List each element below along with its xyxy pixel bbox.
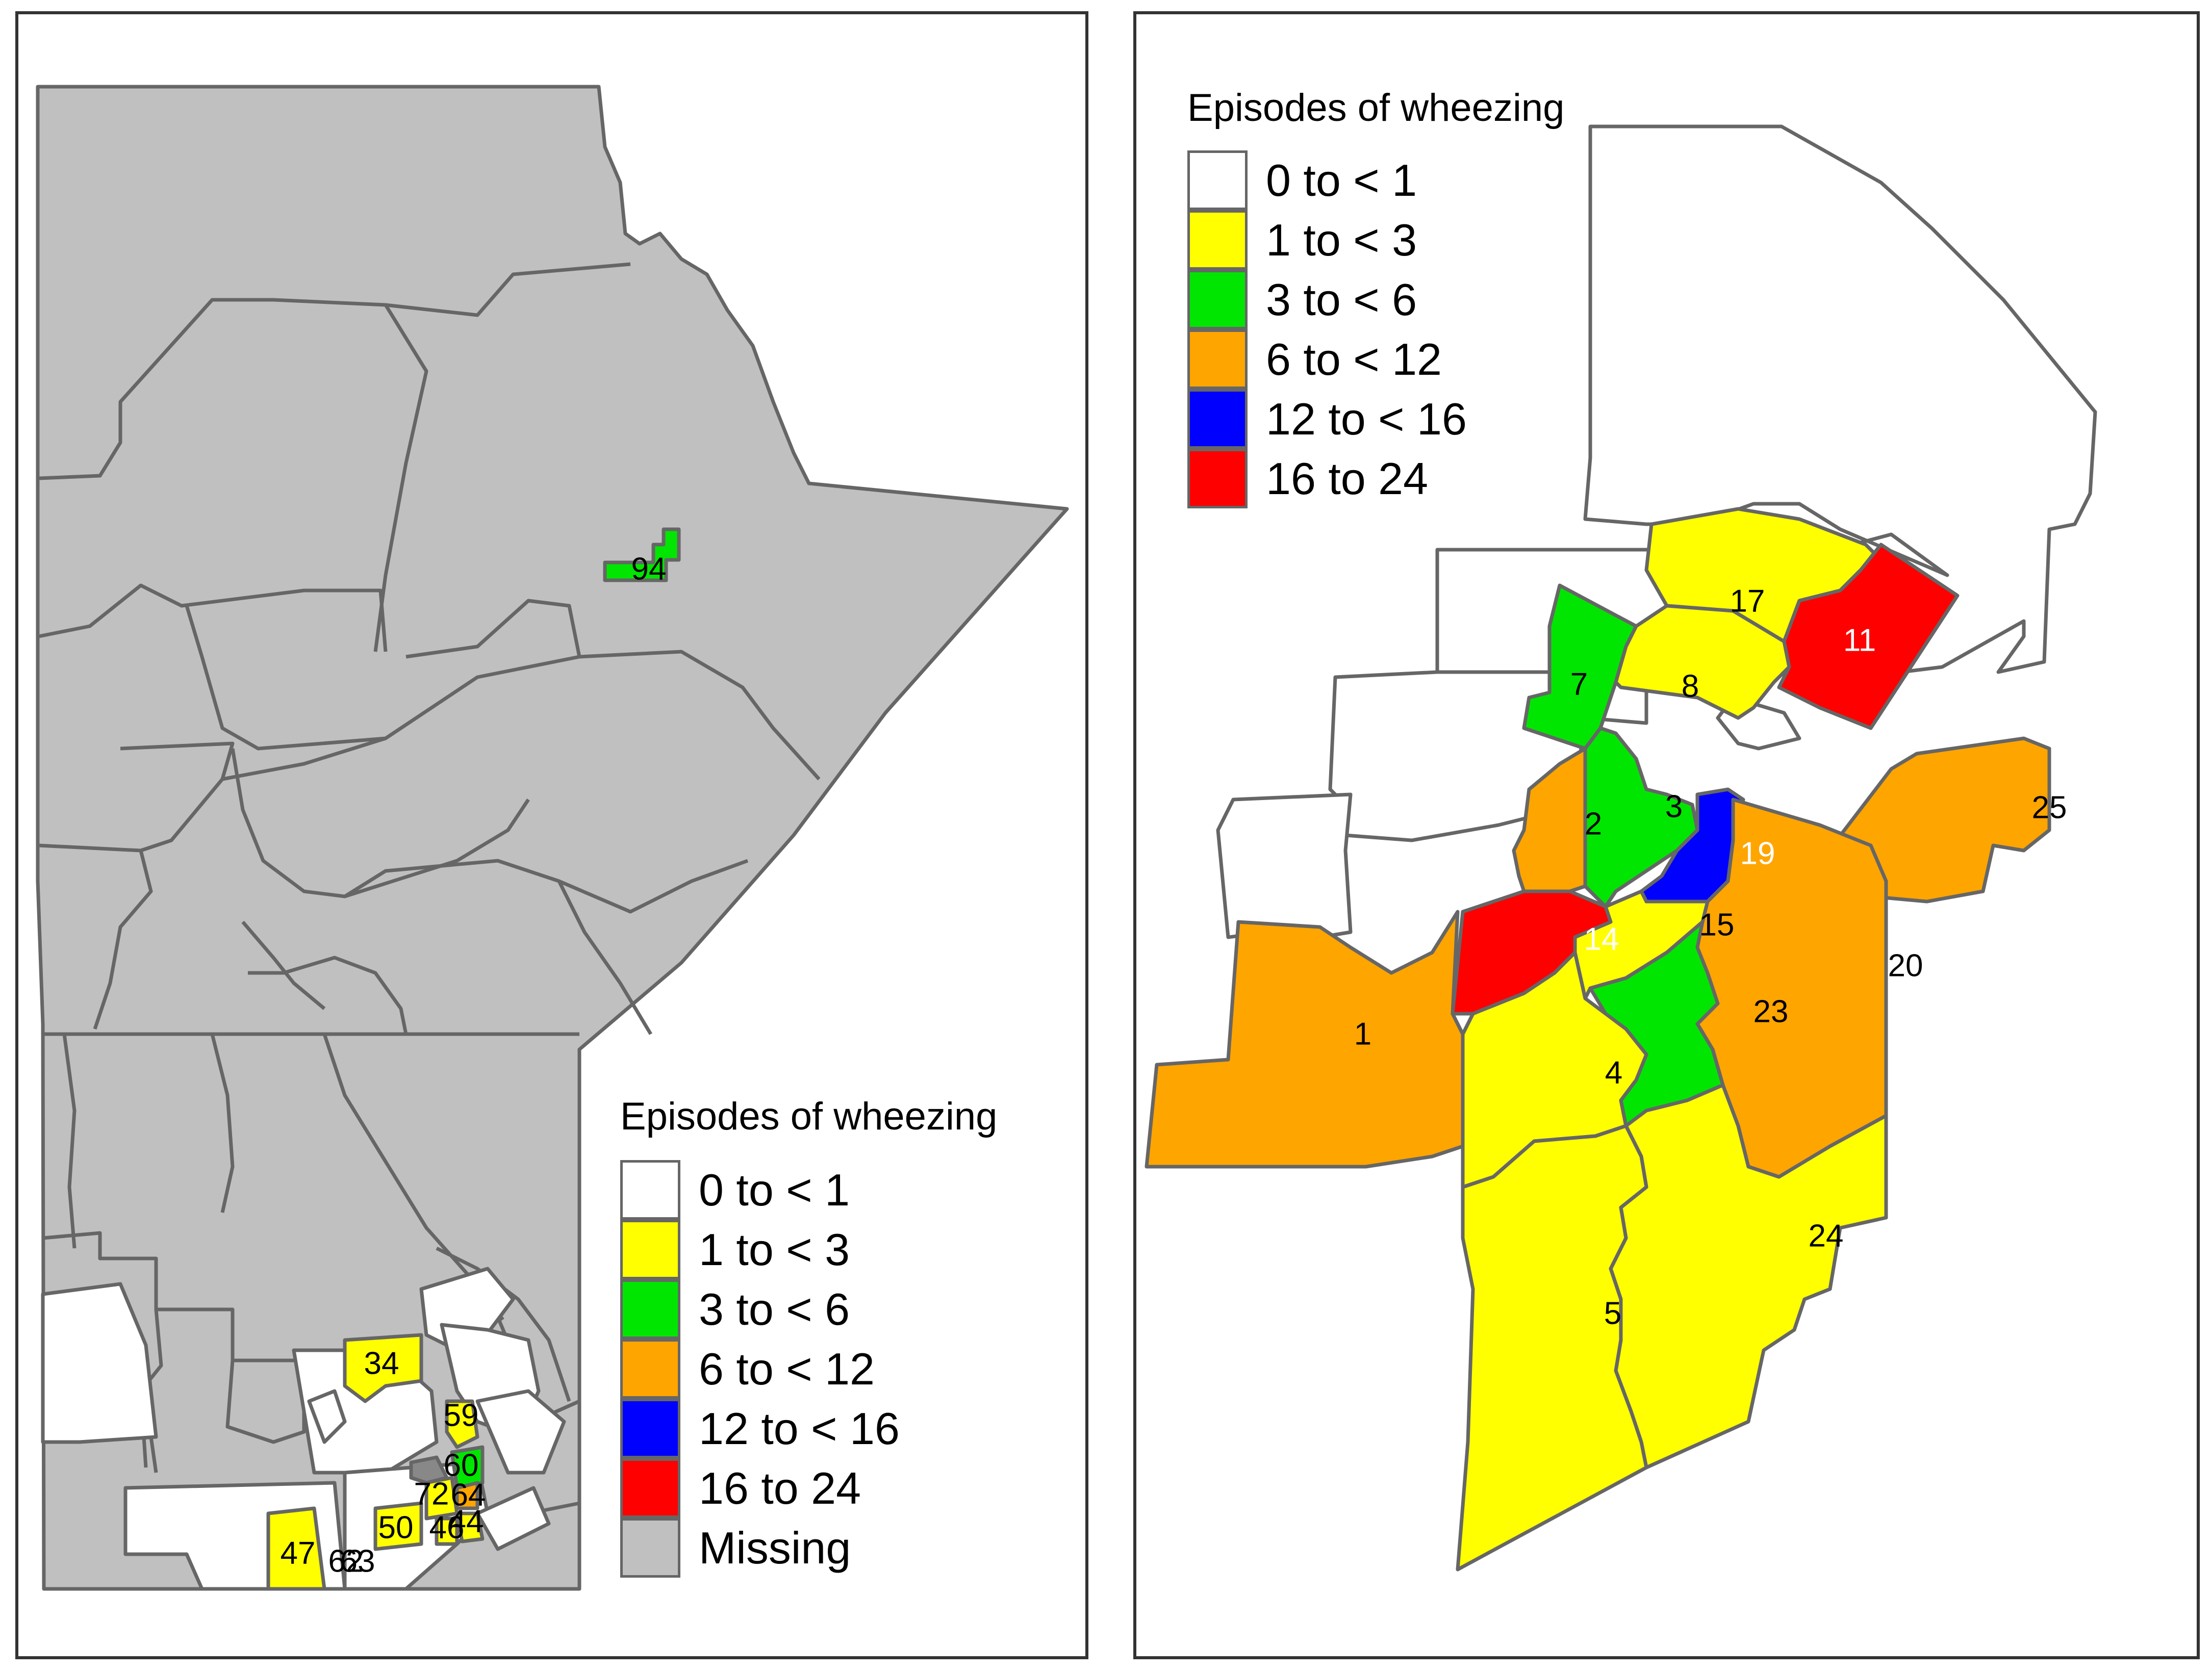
legend-swatch: [620, 1160, 680, 1220]
legend-swatch: [620, 1518, 680, 1578]
legend-label: 12 to < 16: [1266, 393, 1467, 444]
label-5: 5: [1604, 1296, 1621, 1331]
legend-item-2: 3 to < 6: [620, 1279, 997, 1339]
legend-label: 3 to < 6: [1266, 274, 1417, 325]
legend-swatch: [620, 1399, 680, 1458]
label-23: 23: [1753, 994, 1789, 1029]
legend-swatch: [1187, 389, 1248, 449]
district-4: [1461, 950, 1648, 1189]
district-5: [1456, 1124, 1648, 1572]
legend-swatch: [1187, 270, 1248, 329]
legend-swatch: [1187, 449, 1248, 508]
city-map-panel: 17 11 7 8 3 2 19 25 14 15 20 1 23 4 24 5…: [1133, 11, 2200, 1659]
district-47: [266, 1506, 326, 1591]
city-map: 17 11 7 8 3 2 19 25 14 15 20 1 23 4 24 5: [1145, 124, 2097, 1572]
legend-label: 16 to 24: [1266, 453, 1429, 504]
legend-item-5: 16 to 24: [620, 1458, 997, 1518]
legend-label: 0 to < 1: [1266, 155, 1417, 205]
label-63: 63: [340, 1544, 375, 1579]
legend-label: 6 to < 12: [1266, 333, 1442, 384]
label-1: 1: [1354, 1016, 1371, 1051]
legend-item-1: 1 to < 3: [1187, 210, 1564, 270]
label-3: 3: [1665, 789, 1683, 824]
district-94: [603, 527, 681, 582]
winnipeg-area: [409, 1455, 449, 1485]
legend-item-2: 3 to < 6: [1187, 270, 1564, 329]
legend-label: 12 to < 16: [699, 1403, 900, 1454]
legend-swatch: [620, 1279, 680, 1339]
district-44: [455, 1511, 485, 1544]
label-72: 72: [414, 1476, 449, 1511]
district-34: [343, 1333, 423, 1403]
legend-item-missing: Missing: [620, 1518, 997, 1578]
legend-swatch: [1187, 329, 1248, 389]
label-25: 25: [2032, 790, 2067, 825]
province-legend: Episodes of wheezing 0 to < 1 1 to < 3 3…: [620, 1094, 997, 1578]
legend-swatch: [1187, 210, 1248, 270]
legend-swatch: [620, 1220, 680, 1279]
legend-item-4: 12 to < 16: [1187, 389, 1564, 449]
label-14: 14: [1584, 921, 1619, 957]
legend-label: 16 to 24: [699, 1462, 861, 1513]
legend-swatch: [620, 1458, 680, 1518]
province-map-panel: 94 34 59 60 64 72 44 46 50 47 62 63 Epis…: [15, 11, 1088, 1659]
label-7: 7: [1570, 666, 1588, 702]
legend-item-3: 6 to < 12: [1187, 329, 1564, 389]
label-2: 2: [1585, 806, 1602, 841]
city-legend: Episodes of wheezing 0 to < 1 1 to < 3 3…: [1187, 86, 1564, 508]
legend-label: Missing: [699, 1522, 851, 1573]
label-34: 34: [364, 1346, 399, 1381]
legend-swatch: [1187, 150, 1248, 210]
label-62: 62: [328, 1544, 364, 1579]
legend-label: 0 to < 1: [699, 1164, 850, 1215]
label-4: 4: [1605, 1055, 1622, 1090]
legend-item-4: 12 to < 16: [620, 1399, 997, 1458]
label-46: 46: [429, 1510, 465, 1545]
label-19: 19: [1740, 836, 1775, 871]
label-11: 11: [1843, 623, 1876, 658]
district-46: [435, 1516, 459, 1546]
district-1: [1145, 910, 1465, 1169]
legend-item-3: 6 to < 12: [620, 1339, 997, 1399]
province-outline: [36, 85, 1069, 1591]
legend-item-0: 0 to < 1: [620, 1160, 997, 1220]
province-map: 94 34 59 60 64 72 44 46 50 47 62 63: [36, 85, 1069, 1591]
legend-swatch: [620, 1339, 680, 1399]
label-94: 94: [631, 551, 667, 586]
label-64: 64: [451, 1477, 486, 1512]
label-20: 20: [1888, 948, 1923, 983]
legend-label: 1 to < 3: [699, 1224, 850, 1275]
district-60: [450, 1445, 485, 1490]
label-44: 44: [449, 1504, 484, 1539]
label-15: 15: [1699, 907, 1735, 942]
label-47: 47: [281, 1535, 316, 1571]
legend-item-5: 16 to 24: [1187, 449, 1564, 508]
label-59: 59: [444, 1398, 479, 1433]
legend-label: 6 to < 12: [699, 1343, 875, 1394]
label-8: 8: [1682, 668, 1699, 704]
legend-item-1: 1 to < 3: [620, 1220, 997, 1279]
label-24: 24: [1809, 1218, 1844, 1253]
label-60: 60: [444, 1448, 479, 1483]
legend-label: 3 to < 6: [699, 1283, 850, 1334]
district-50: [373, 1501, 423, 1551]
legend-title: Episodes of wheezing: [620, 1095, 998, 1138]
legend-title: Episodes of wheezing: [1187, 86, 1565, 130]
district-59: [445, 1399, 479, 1449]
label-50: 50: [378, 1510, 414, 1545]
label-17: 17: [1730, 583, 1765, 619]
district-2: [1512, 747, 1587, 893]
legend-item-0: 0 to < 1: [1187, 150, 1564, 210]
district-8: [1614, 604, 1791, 720]
legend-label: 1 to < 3: [1266, 214, 1417, 265]
